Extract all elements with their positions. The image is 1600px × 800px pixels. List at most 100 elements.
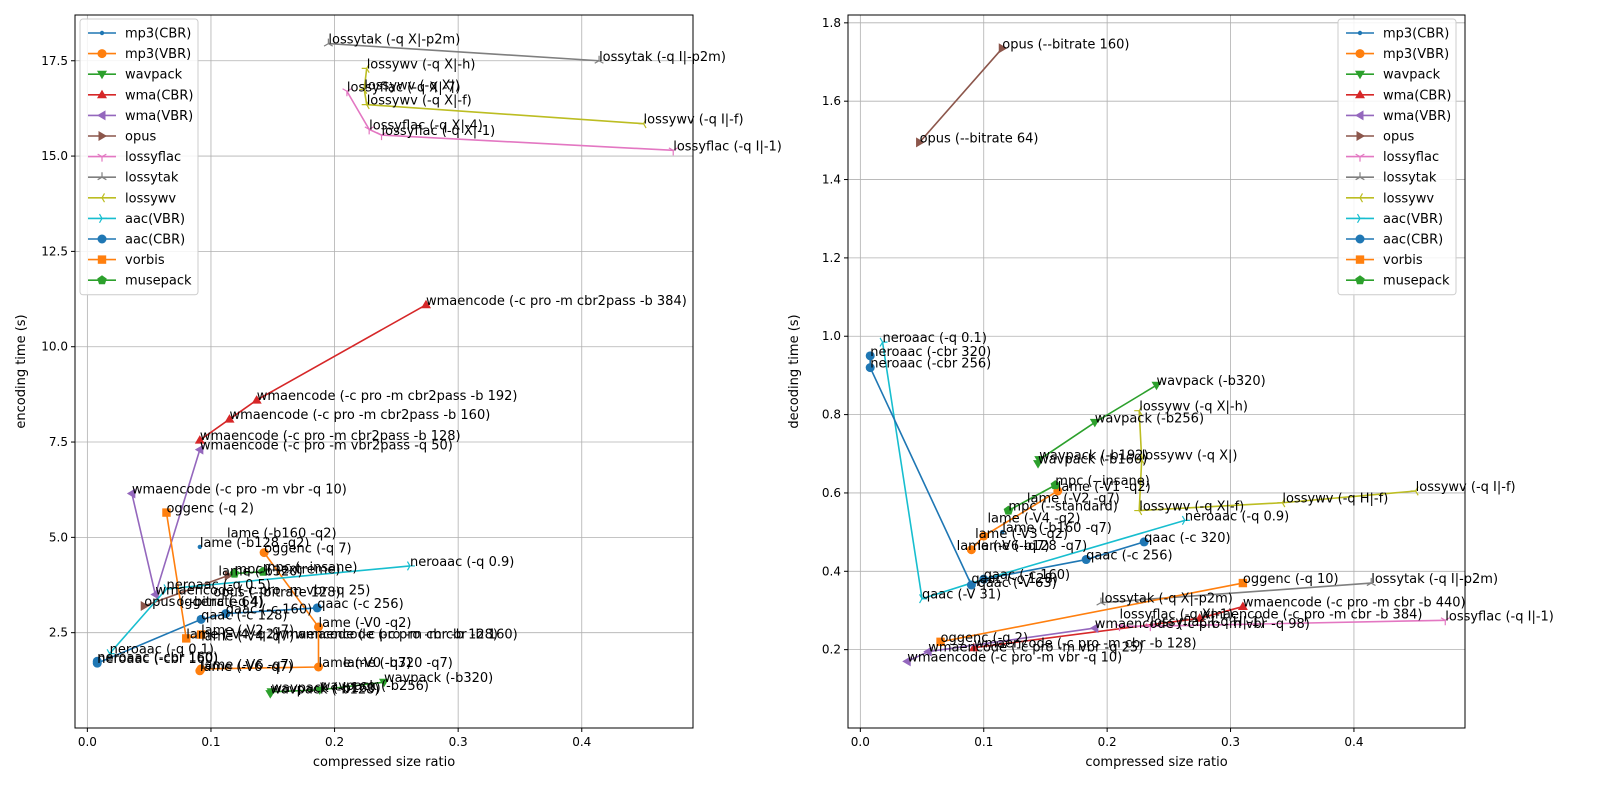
legend-entry: lossywv: [125, 191, 176, 206]
series-wma(VBR): [126, 444, 204, 600]
annotation-label: lossyflac (-q H|-1): [1150, 615, 1265, 630]
annotation-label: oggenc (-q 2): [166, 502, 253, 517]
series-line: [1100, 582, 1372, 604]
legend-entry: lossywv: [1383, 191, 1434, 206]
legend-swatch-marker: [97, 255, 107, 264]
data-point: [224, 570, 234, 581]
data-point: [126, 488, 136, 499]
legend-swatch-marker: [1356, 131, 1365, 141]
data-point: [1277, 498, 1286, 508]
legend-entry: aac(VBR): [1383, 212, 1443, 227]
data-point: [406, 561, 415, 571]
data-point: [1238, 578, 1248, 588]
axes-frame: [74, 14, 694, 729]
series-wma(CBR): [968, 601, 1248, 652]
series-opus: [916, 43, 1008, 148]
data-point: [594, 55, 604, 64]
data-point: [1089, 623, 1099, 634]
annotation-label: wmaencode (-c pro -m vbr -q 10): [132, 483, 347, 498]
legend-entry: wma(CBR): [125, 88, 193, 103]
annotation-label: wavpack (-b128): [270, 683, 379, 698]
annotation-label: lossywv (-q H|-f): [1282, 492, 1388, 507]
data-point: [1000, 529, 1005, 535]
legend-box: [1337, 18, 1457, 296]
legend-swatch-marker: [98, 213, 107, 224]
data-point: [361, 63, 370, 74]
axes-frame: [847, 14, 1466, 729]
y-tick-label: 5.0: [49, 530, 68, 544]
legend-entry: mp3(CBR): [1383, 27, 1449, 42]
legend-entry: wavpack: [125, 68, 183, 83]
y-axis-label: decoding time (s): [787, 314, 802, 428]
data-point: [376, 132, 387, 141]
series-lossyflac: [342, 88, 678, 156]
annotation-label: lossywv (-q X|): [364, 78, 460, 93]
legend-swatch-marker: [1355, 234, 1365, 244]
data-point: [421, 299, 432, 309]
legend-swatch-marker: [1355, 275, 1365, 285]
legend-swatch-marker: [97, 89, 107, 99]
data-point: [197, 544, 203, 550]
legend-swatch-marker: [97, 172, 107, 181]
annotation-label: lossywv (-q X|-h): [367, 57, 476, 72]
annotation-label: qaac (-V 63): [978, 576, 1057, 591]
data-point: [1145, 623, 1155, 632]
data-point: [162, 508, 171, 517]
y-tick-label: 0.8: [822, 408, 841, 422]
series-line: [143, 574, 229, 607]
legend-entry: mp3(CBR): [125, 27, 191, 42]
annotation-label: lame (-V6 -q7): [957, 539, 1050, 554]
annotation-label: lame (-b128 -q2): [200, 536, 310, 551]
data-point: [323, 38, 334, 47]
series-wma(CBR): [194, 299, 432, 444]
series-lossytak: [1096, 578, 1376, 606]
data-point: [1134, 505, 1143, 516]
annotation-label: wmaencode (-c pro -m cbr -b 128): [275, 627, 498, 642]
annotation-label: oggenc (-q 2): [941, 631, 1028, 646]
data-point: [224, 414, 235, 423]
annotation-label: lossywv (-q X|-f): [367, 94, 472, 109]
data-point: [936, 637, 945, 647]
legend-swatch-marker: [97, 153, 107, 162]
series-wavpack: [1033, 381, 1162, 469]
series-vorbis: [162, 508, 206, 643]
annotation-label: wmaencode (-c pro -m cbr2pass -b 128): [200, 429, 461, 444]
decoding-time-chart: opus (--bitrate 160) opus (--bitrate 64) n…: [787, 14, 1554, 770]
annotation-label: neroaac (-cbr 160): [97, 652, 218, 667]
annotation-label: lame (-V0 -q2): [318, 616, 411, 631]
series-line: [881, 341, 1186, 600]
legend-entry: aac(VBR): [125, 212, 185, 227]
annotation-label: neroaac (-cbr 320): [870, 345, 991, 360]
legend-entry: aac(CBR): [1383, 233, 1443, 248]
data-point: [1089, 418, 1100, 428]
annotation-label: qaac (-c 160): [984, 568, 1070, 583]
series-mp3(CBR): [197, 544, 203, 550]
data-point: [966, 580, 976, 590]
y-tick-label: 1.4: [822, 173, 841, 187]
data-point: [865, 363, 875, 373]
y-tick-label: 0.4: [822, 564, 841, 578]
legend-swatch-marker: [1355, 49, 1365, 59]
legend-swatch-marker: [97, 110, 106, 121]
series-musepack: [1003, 480, 1061, 515]
data-point: [251, 395, 262, 404]
annotation-label: wavpack (-b320): [384, 671, 493, 686]
data-point: [92, 658, 102, 668]
series-aac(VBR): [106, 561, 415, 659]
annotation-label: wmaencode (-c pro -m cbr2pass -b 160): [230, 408, 491, 423]
legend-entry: vorbis: [125, 253, 165, 268]
legend-entry: wavpack: [1383, 68, 1441, 83]
annotation-label: neroaac (-q 0.5): [166, 578, 270, 593]
data-point: [150, 589, 159, 600]
annotation-label: neroaac (-q 0.1): [110, 643, 214, 658]
annotation-label: qaac (-c 160): [226, 603, 312, 618]
legend-entry: musepack: [1383, 274, 1450, 289]
annotation-label: neroaac (-q 0.1): [883, 331, 987, 346]
data-point: [638, 119, 647, 129]
annotation-label: wmaencode (-c pro -m vbr2pass -q 50): [200, 439, 453, 454]
y-tick-label: 2.5: [49, 626, 68, 640]
legend-swatch-marker: [97, 275, 107, 285]
series-lossytak: [323, 38, 604, 64]
annotation-label: neroaac (-cbr 256): [870, 357, 991, 372]
series-line: [199, 304, 427, 441]
